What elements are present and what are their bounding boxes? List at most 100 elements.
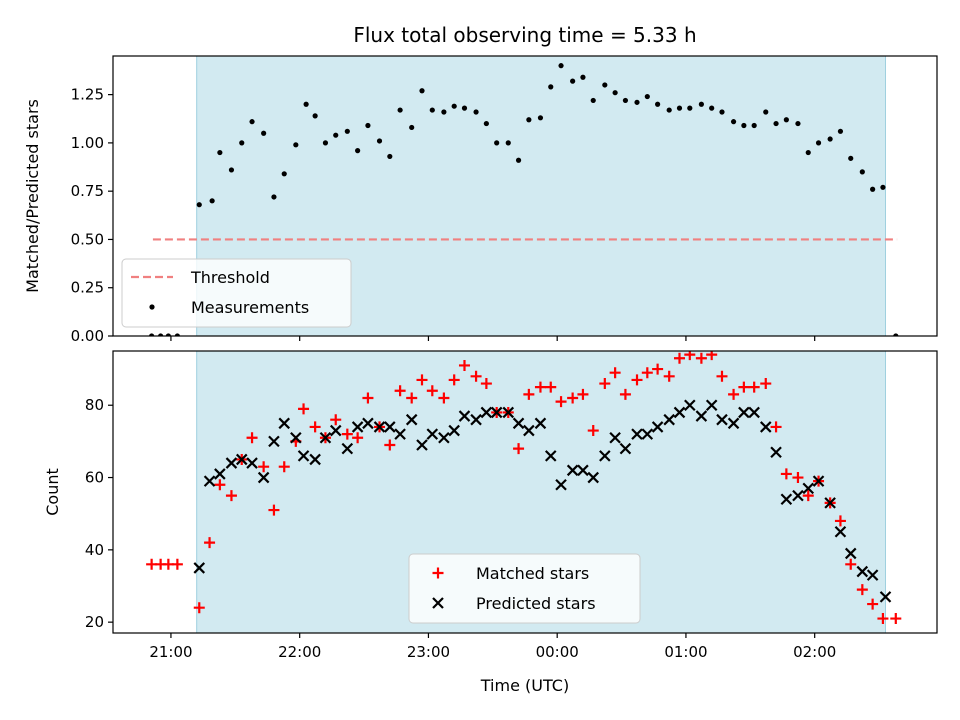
measurement-point	[515, 157, 522, 163]
legend-matched-label: Matched stars	[476, 564, 589, 583]
measurement-point	[880, 184, 886, 190]
predicted-stars-marker	[278, 417, 291, 430]
measurement-point	[473, 109, 479, 115]
y-tick-label: 1.25	[71, 86, 104, 104]
matched-stars-marker	[845, 558, 857, 570]
predicted-stars-marker	[448, 424, 460, 437]
predicted-stars-marker	[844, 547, 857, 560]
x-tick-label: 21:00	[149, 643, 192, 661]
predicted-stars-marker	[203, 475, 216, 487]
matched-stars-marker	[458, 359, 470, 371]
predicted-stars-marker	[609, 431, 621, 444]
measurement-point	[494, 140, 500, 146]
measurement-point	[196, 202, 202, 208]
measurement-point	[409, 124, 415, 131]
predicted-stars-marker	[544, 450, 557, 462]
predicted-stars-marker	[879, 591, 892, 603]
measurement-point	[859, 169, 865, 175]
predicted-stars-marker	[705, 399, 718, 412]
matched-stars-marker	[792, 472, 804, 484]
measurement-point	[644, 93, 650, 100]
matched-stars-marker	[545, 381, 557, 393]
matched-stars-marker	[890, 613, 902, 625]
measurement-point	[355, 148, 361, 154]
measurement-point	[795, 120, 801, 127]
measurement-point	[570, 78, 576, 84]
predicted-stars-marker	[802, 482, 815, 495]
predicted-stars-marker	[684, 399, 696, 412]
matched-stars-marker	[867, 598, 879, 610]
predicted-stars-marker	[470, 413, 482, 426]
measurement-point	[158, 333, 164, 336]
predicted-stars-marker	[490, 406, 503, 419]
matched-stars-marker	[706, 351, 718, 361]
predicted-stars-marker	[770, 446, 782, 459]
y-tick-label: 1.00	[71, 134, 104, 152]
predicted-stars-marker	[738, 406, 750, 419]
matched-stars-marker	[362, 392, 374, 404]
matched-stars-marker	[406, 392, 418, 404]
matched-stars-marker	[641, 367, 653, 379]
measurement-point	[893, 333, 899, 336]
x-tick-label: 02:00	[793, 643, 836, 661]
predicted-stars-marker	[587, 471, 600, 484]
matched-stars-marker	[470, 370, 482, 382]
predicted-stars-marker	[384, 421, 396, 433]
top-panel: 0.00 0.25 0.50 0.75 1.00 1.25 Matched/Predicte…	[23, 23, 938, 345]
measurement-point	[249, 119, 255, 125]
measurement-point	[217, 149, 223, 156]
y-tick-label: 80	[85, 396, 104, 414]
predicted-stars-marker	[329, 424, 342, 437]
axes-frame	[112, 350, 938, 634]
measurement-point	[666, 107, 672, 113]
matched-stars-marker	[341, 428, 353, 440]
predicted-stars-marker	[663, 413, 675, 426]
matched-stars-marker	[513, 443, 525, 455]
x-tick-label: 23:00	[407, 643, 450, 661]
x-axis-label: Time (UTC)	[480, 676, 569, 695]
measurement-point	[612, 90, 618, 96]
measurement-point	[312, 113, 318, 119]
matched-stars-marker	[856, 584, 868, 596]
predicted-stars-marker	[405, 413, 418, 426]
predicted-stars-marker	[523, 424, 535, 437]
measurement-point	[730, 119, 737, 125]
measurement-point	[293, 142, 299, 148]
measurement-point	[281, 171, 287, 177]
matched-stars-marker	[330, 414, 342, 426]
matched-stars-marker	[204, 537, 216, 549]
predicted-stars-marker	[246, 457, 258, 469]
y-tick-label: 0.25	[71, 279, 104, 297]
measurement-point	[261, 130, 267, 136]
matched-stars-marker	[728, 388, 740, 400]
predicted-stars-marker	[512, 417, 525, 430]
y-tick-label: 0.50	[71, 230, 104, 248]
matched-stars-marker	[802, 490, 814, 502]
measurement-point	[271, 194, 277, 200]
predicted-stars-marker	[727, 417, 740, 430]
matched-stars-marker	[225, 490, 237, 502]
y-tick-label: 0.75	[71, 182, 104, 200]
matched-stars-marker	[555, 396, 567, 408]
matched-stars-marker	[760, 378, 772, 390]
measurement-point	[149, 333, 155, 336]
predicted-stars-marker	[416, 439, 428, 451]
x-tick-label: 22:00	[278, 643, 321, 661]
predicted-stars-marker	[257, 471, 270, 484]
predicted-stars-marker	[351, 421, 364, 433]
matched-stars-marker	[567, 392, 579, 404]
matched-stars-marker	[695, 352, 707, 364]
legend-box	[121, 258, 352, 328]
measurement-point	[376, 138, 383, 144]
legend-measurements-swatch	[149, 304, 155, 310]
predicted-stars-marker	[426, 428, 439, 440]
measurement-point	[526, 117, 532, 123]
matched-stars-marker	[577, 388, 589, 400]
y-tick-label: 0.00	[71, 327, 104, 345]
predicted-stars-marker	[225, 457, 238, 469]
matched-stars-marker	[716, 370, 728, 382]
y-tick-label: 40	[85, 541, 104, 559]
predicted-stars-marker	[619, 442, 632, 455]
axes-frame	[112, 55, 938, 337]
